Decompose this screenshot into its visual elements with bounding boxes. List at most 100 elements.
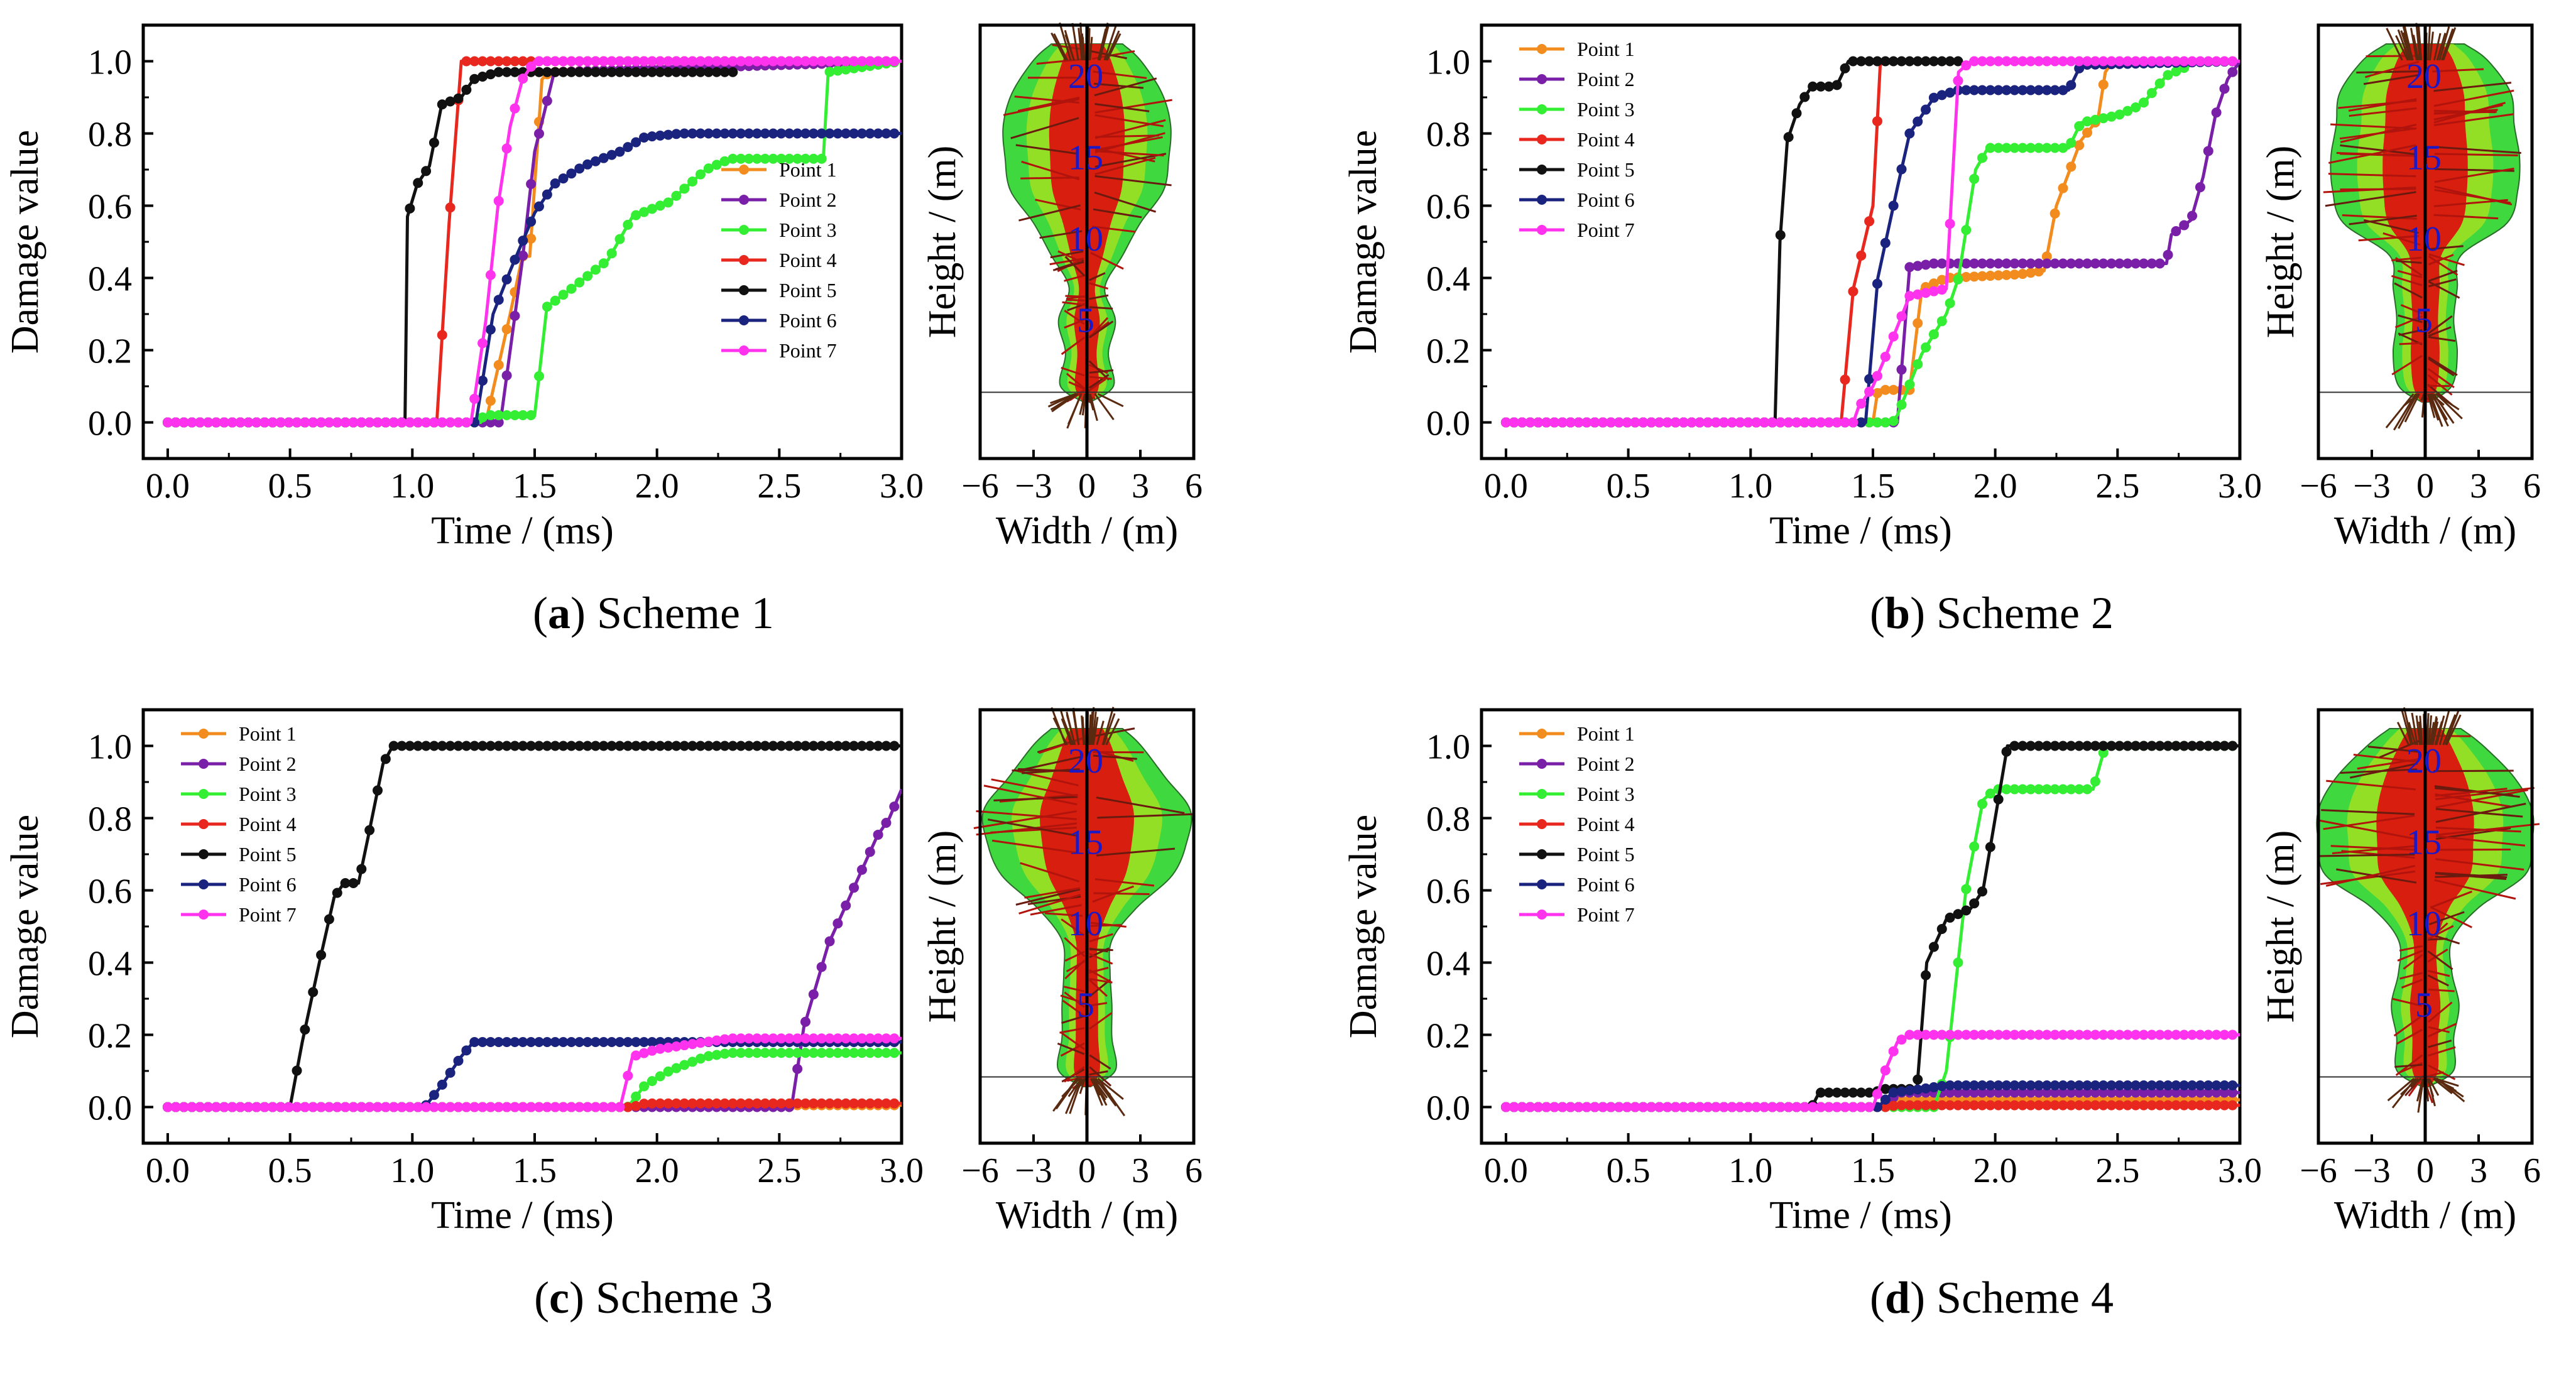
data-point xyxy=(478,375,488,386)
x-tick-label: 2.0 xyxy=(1973,1151,2017,1190)
legend-marker xyxy=(199,819,209,829)
crack-line xyxy=(2394,315,2423,329)
data-point xyxy=(493,295,504,305)
crack-line xyxy=(1062,999,1085,1017)
data-point xyxy=(1945,298,1955,308)
crack-line xyxy=(1064,310,1085,325)
crack-line xyxy=(2340,768,2418,774)
height-mark: 5 xyxy=(2415,986,2433,1024)
crack-line xyxy=(2394,282,2423,299)
legend-marker xyxy=(199,879,209,889)
legend-marker xyxy=(199,789,209,799)
crack-line xyxy=(1064,274,1085,282)
data-point xyxy=(2066,138,2077,148)
crack-line xyxy=(1089,376,1112,380)
legend-marker xyxy=(739,225,749,235)
crack-line xyxy=(2442,27,2457,61)
data-point xyxy=(889,741,900,751)
crack-line xyxy=(1017,96,1080,112)
crack-line xyxy=(2396,259,2422,264)
crack-line xyxy=(1093,70,1147,79)
crack-line xyxy=(2435,827,2521,833)
legend-marker xyxy=(739,345,749,356)
crack-line xyxy=(2434,153,2518,156)
crack-line xyxy=(2438,708,2451,746)
crack-line xyxy=(1089,320,1114,339)
crack-line xyxy=(1059,22,1072,61)
data-point xyxy=(2058,183,2068,193)
data-point xyxy=(1848,286,1858,297)
data-point xyxy=(308,987,319,997)
crack-line xyxy=(2396,722,2410,746)
crack-line xyxy=(1089,1070,1108,1076)
crack-line xyxy=(1089,1012,1113,1030)
crack-line xyxy=(2426,393,2436,418)
data-point xyxy=(1913,289,1923,300)
panel-4: 0.0 0.5 1.0 1.5 2.0 2.5 3.0 0.0 0.2 0.4 0.6 0.8 1.0 T… xyxy=(1342,707,2541,1323)
data-point xyxy=(1977,798,1988,809)
x-tick-label: 0.5 xyxy=(1607,467,1651,506)
data-point xyxy=(542,301,552,312)
legend-marker xyxy=(1537,729,1547,739)
crack-line xyxy=(1039,737,1083,754)
crack-line xyxy=(1089,933,1113,943)
data-point xyxy=(679,183,690,194)
data-point xyxy=(2203,146,2213,156)
crack-line xyxy=(2434,167,2514,183)
crack-line xyxy=(2428,1026,2450,1033)
legend-marker xyxy=(739,315,749,325)
crack-line xyxy=(2391,256,2422,261)
map-x-tick-label: 3 xyxy=(2470,1151,2487,1190)
crack-line xyxy=(1097,1077,1124,1100)
data-point xyxy=(526,216,537,227)
legend-marker xyxy=(1537,44,1547,54)
series-line xyxy=(1505,60,2240,424)
data-point xyxy=(421,166,432,177)
map-x-tick-label: 0 xyxy=(1078,467,1096,506)
crack-line xyxy=(2428,938,2448,941)
crack-line xyxy=(2433,111,2497,114)
data-point xyxy=(2090,776,2100,787)
series-group xyxy=(162,741,902,1112)
crack-line xyxy=(2397,950,2423,962)
series-line xyxy=(167,70,736,424)
data-point xyxy=(2227,1029,2238,1040)
data-point xyxy=(533,371,544,381)
data-point xyxy=(324,914,334,925)
legend-marker xyxy=(739,165,749,175)
data-point xyxy=(2098,113,2109,124)
crack-line xyxy=(2348,98,2417,112)
legend-marker xyxy=(1537,165,1547,175)
legend-label: Point 7 xyxy=(779,339,837,362)
data-point xyxy=(1977,886,1988,897)
crack-line xyxy=(2433,113,2514,126)
data-point xyxy=(1921,288,1931,298)
crack-line xyxy=(2340,123,2417,143)
crack-line xyxy=(2323,186,2416,193)
y-tick-label: 0.8 xyxy=(88,800,132,839)
legend-label: Point 7 xyxy=(239,903,297,926)
data-point xyxy=(631,137,641,148)
crack-line xyxy=(2433,33,2442,61)
y-axis-label: Damage value xyxy=(4,815,46,1038)
crack-line xyxy=(1095,134,1159,138)
crack-line xyxy=(1093,754,1137,760)
crack-line xyxy=(2435,858,2524,871)
crack-line xyxy=(1014,95,1079,104)
legend-label: Point 7 xyxy=(1577,219,1635,241)
crack-line xyxy=(1024,887,1080,899)
crack-line xyxy=(1063,986,1085,992)
legend-label: Point 3 xyxy=(1577,783,1635,805)
legend-label: Point 5 xyxy=(239,843,297,866)
crack-line xyxy=(2416,1078,2424,1102)
crack-line xyxy=(2386,28,2403,61)
crack-line xyxy=(1066,714,1076,746)
series-group xyxy=(162,56,902,428)
x-tick-label: 1.5 xyxy=(513,467,557,506)
data-point xyxy=(1953,274,1963,285)
crack-line xyxy=(1079,23,1084,61)
series-line xyxy=(167,788,902,1109)
data-point xyxy=(590,264,601,275)
